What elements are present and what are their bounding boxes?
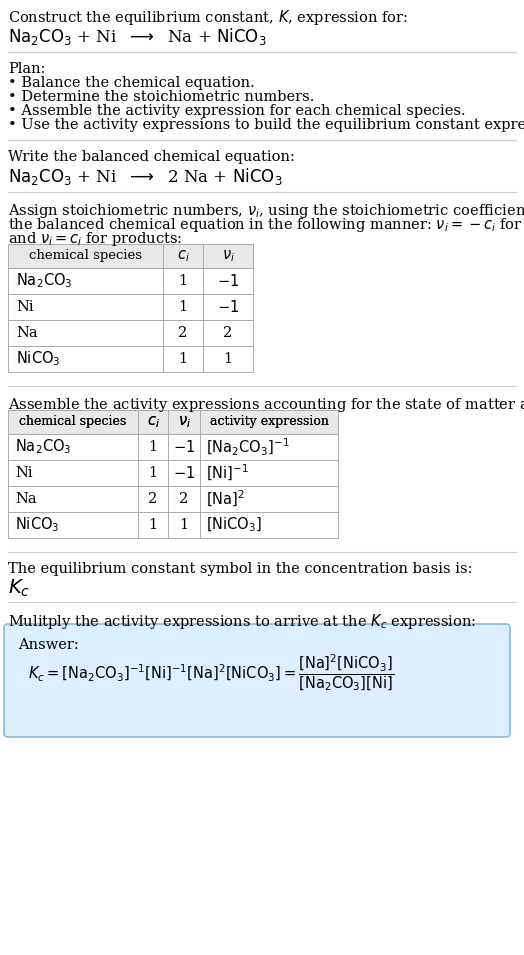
Text: Construct the equilibrium constant, $K$, expression for:: Construct the equilibrium constant, $K$,…	[8, 8, 408, 27]
Bar	[8, 268, 253, 294]
Text: • Assemble the activity expression for each chemical species.: • Assemble the activity expression for e…	[8, 104, 466, 118]
Text: $\mathrm{NiCO_3}$: $\mathrm{NiCO_3}$	[15, 516, 60, 535]
Text: $-1$: $-1$	[173, 465, 195, 481]
Text: • Determine the stoichiometric numbers.: • Determine the stoichiometric numbers.	[8, 90, 314, 104]
Bar	[8, 410, 338, 434]
Text: $[\mathrm{Na_2CO_3}]^{-1}$: $[\mathrm{Na_2CO_3}]^{-1}$	[206, 436, 290, 457]
FancyBboxPatch shape	[4, 624, 510, 737]
Text: $\mathrm{NiCO_3}$: $\mathrm{NiCO_3}$	[16, 350, 60, 369]
Text: Write the balanced chemical equation:: Write the balanced chemical equation:	[8, 150, 295, 164]
Bar	[8, 320, 253, 346]
Text: Mulitply the activity expressions to arrive at the $K_c$ expression:: Mulitply the activity expressions to arr…	[8, 612, 476, 631]
Text: chemical species: chemical species	[29, 249, 142, 263]
Bar	[8, 460, 338, 486]
Text: 1: 1	[179, 352, 188, 366]
Text: Plan:: Plan:	[8, 62, 46, 76]
Text: 2: 2	[223, 326, 233, 340]
Text: $\nu_i$: $\nu_i$	[178, 414, 191, 430]
Bar	[8, 346, 253, 372]
Text: 1: 1	[223, 352, 233, 366]
Text: $-1$: $-1$	[217, 299, 239, 315]
Text: activity expression: activity expression	[210, 415, 329, 429]
Text: Ni: Ni	[16, 300, 34, 314]
Text: Na: Na	[16, 326, 38, 340]
Text: $-1$: $-1$	[173, 439, 195, 455]
Text: Answer:: Answer:	[18, 638, 79, 652]
Text: $\mathrm{Na_2CO_3}$: $\mathrm{Na_2CO_3}$	[16, 271, 72, 290]
Text: $K_c$: $K_c$	[8, 578, 30, 600]
Text: • Balance the chemical equation.: • Balance the chemical equation.	[8, 76, 255, 90]
Text: Ni: Ni	[15, 466, 32, 480]
Text: the balanced chemical equation in the following manner: $\nu_i = -c_i$ for react: the balanced chemical equation in the fo…	[8, 216, 524, 234]
Text: and $\nu_i = c_i$ for products:: and $\nu_i = c_i$ for products:	[8, 230, 182, 248]
Text: $c_i$: $c_i$	[177, 248, 189, 264]
Text: Assemble the activity expressions accounting for the state of matter and $\nu_i$: Assemble the activity expressions accoun…	[8, 396, 524, 414]
Text: chemical species: chemical species	[19, 415, 127, 429]
Bar	[8, 294, 253, 320]
Text: 1: 1	[179, 300, 188, 314]
Text: Assign stoichiometric numbers, $\nu_i$, using the stoichiometric coefficients, $: Assign stoichiometric numbers, $\nu_i$, …	[8, 202, 524, 220]
Text: 2: 2	[148, 492, 158, 506]
Text: 1: 1	[148, 518, 158, 532]
Bar	[8, 244, 253, 268]
Text: 1: 1	[179, 518, 189, 532]
Text: • Use the activity expressions to build the equilibrium constant expression.: • Use the activity expressions to build …	[8, 118, 524, 132]
Text: 1: 1	[148, 466, 158, 480]
Text: $\mathrm{Na_2CO_3}$: $\mathrm{Na_2CO_3}$	[15, 437, 72, 456]
Text: $\mathrm{Na_2CO_3}$ + Ni  $\longrightarrow$  Na + $\mathrm{NiCO_3}$: $\mathrm{Na_2CO_3}$ + Ni $\longrightarro…	[8, 26, 267, 47]
Text: chemical species: chemical species	[19, 415, 127, 429]
Text: $[\mathrm{Na}]^2$: $[\mathrm{Na}]^2$	[206, 489, 245, 509]
Text: $[\mathrm{Ni}]^{-1}$: $[\mathrm{Ni}]^{-1}$	[206, 463, 249, 483]
Text: $\nu_i$: $\nu_i$	[178, 414, 191, 430]
Text: $c_i$: $c_i$	[147, 414, 159, 430]
Text: $c_i$: $c_i$	[147, 414, 159, 430]
Text: 2: 2	[179, 492, 189, 506]
Text: activity expression: activity expression	[210, 415, 329, 429]
Text: 1: 1	[179, 274, 188, 288]
Bar	[8, 410, 200, 434]
Text: $\mathrm{Na_2CO_3}$ + Ni  $\longrightarrow$  2 Na + $\mathrm{NiCO_3}$: $\mathrm{Na_2CO_3}$ + Ni $\longrightarro…	[8, 166, 282, 187]
Bar	[8, 512, 338, 538]
Bar	[8, 486, 338, 512]
Text: 1: 1	[148, 440, 158, 454]
Text: $[\mathrm{NiCO_3}]$: $[\mathrm{NiCO_3}]$	[206, 516, 262, 534]
Bar	[8, 434, 338, 460]
Text: $-1$: $-1$	[217, 273, 239, 289]
Text: 2: 2	[178, 326, 188, 340]
Text: $K_c = [\mathrm{Na_2CO_3}]^{-1} [\mathrm{Ni}]^{-1} [\mathrm{Na}]^2 [\mathrm{NiCO: $K_c = [\mathrm{Na_2CO_3}]^{-1} [\mathrm…	[28, 652, 394, 693]
Text: Na: Na	[15, 492, 37, 506]
Text: The equilibrium constant symbol in the concentration basis is:: The equilibrium constant symbol in the c…	[8, 562, 473, 576]
Text: $\nu_i$: $\nu_i$	[222, 248, 234, 264]
